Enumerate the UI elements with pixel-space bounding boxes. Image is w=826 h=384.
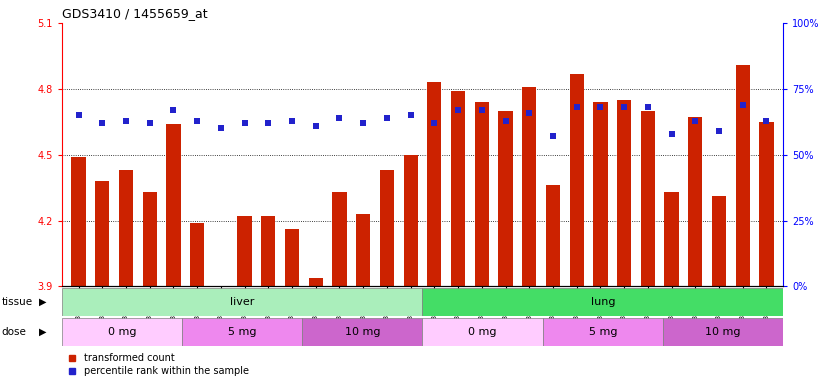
Text: liver: liver (230, 297, 254, 307)
Text: 10 mg: 10 mg (705, 327, 741, 337)
Text: dose: dose (2, 327, 26, 337)
Bar (712, 197, 726, 286)
Bar (451, 91, 465, 286)
Bar (302, 318, 422, 346)
Bar (380, 170, 394, 286)
Text: 0 mg: 0 mg (468, 327, 497, 337)
Bar (736, 65, 750, 286)
Bar (543, 318, 663, 346)
Text: GDS3410 / 1455659_at: GDS3410 / 1455659_at (62, 7, 207, 20)
Bar (498, 111, 513, 286)
Text: ▶: ▶ (39, 297, 47, 307)
Bar (664, 192, 679, 286)
Bar (356, 214, 370, 286)
Bar (427, 82, 441, 286)
Bar (522, 87, 536, 286)
Bar (95, 181, 109, 286)
Bar (238, 216, 252, 286)
Bar (422, 288, 783, 316)
Bar (332, 192, 347, 286)
Text: lung: lung (591, 297, 615, 307)
Bar (166, 124, 181, 286)
Legend: transformed count, percentile rank within the sample: transformed count, percentile rank withi… (67, 353, 249, 376)
Bar (663, 318, 783, 346)
Text: 5 mg: 5 mg (588, 327, 617, 337)
Text: 10 mg: 10 mg (344, 327, 380, 337)
Text: 0 mg: 0 mg (107, 327, 136, 337)
Bar (759, 122, 774, 286)
Bar (62, 318, 182, 346)
Bar (71, 157, 86, 286)
Bar (190, 223, 204, 286)
Bar (546, 185, 560, 286)
Bar (404, 155, 418, 286)
Bar (688, 118, 702, 286)
Bar (617, 100, 631, 286)
Bar (143, 192, 157, 286)
Text: 5 mg: 5 mg (228, 327, 257, 337)
Bar (119, 170, 133, 286)
Bar (309, 278, 323, 286)
Bar (62, 288, 422, 316)
Bar (182, 318, 302, 346)
Text: tissue: tissue (2, 297, 33, 307)
Bar (422, 318, 543, 346)
Bar (285, 229, 299, 286)
Bar (570, 73, 584, 286)
Bar (593, 102, 607, 286)
Bar (641, 111, 655, 286)
Text: ▶: ▶ (39, 327, 47, 337)
Bar (475, 102, 489, 286)
Bar (261, 216, 275, 286)
